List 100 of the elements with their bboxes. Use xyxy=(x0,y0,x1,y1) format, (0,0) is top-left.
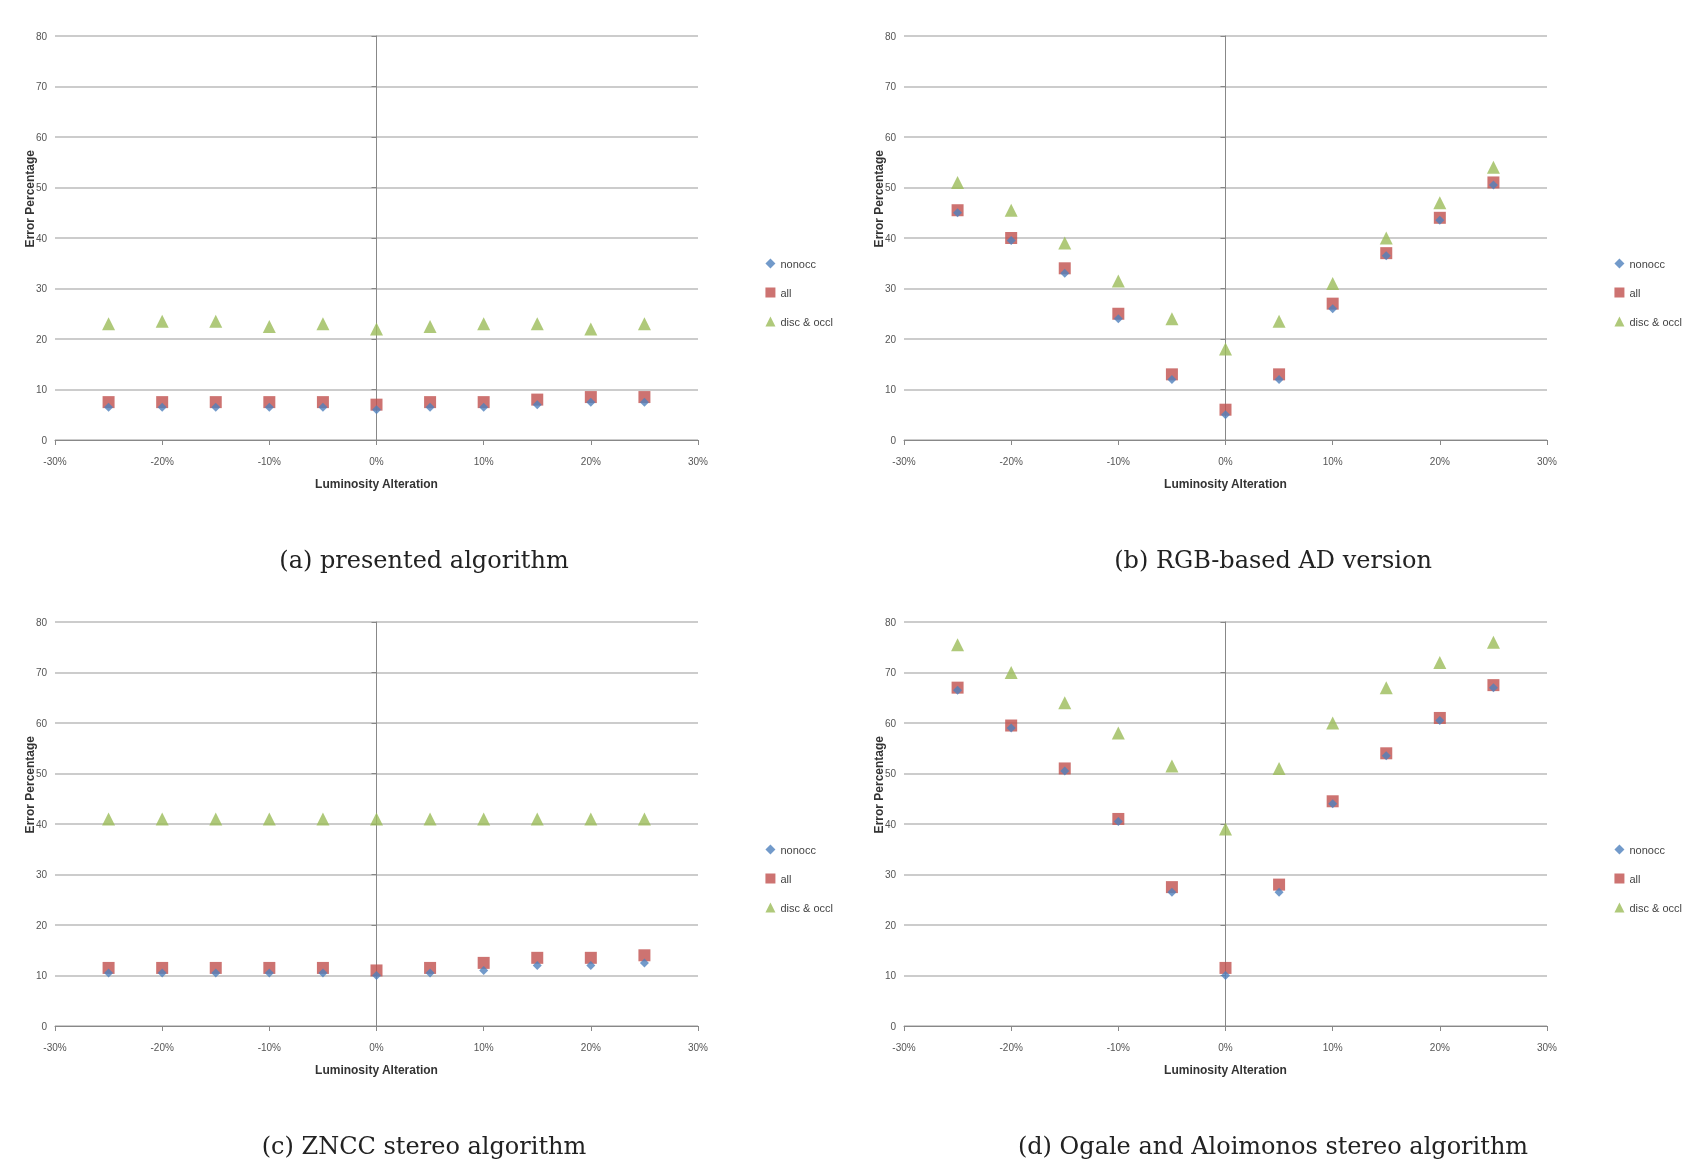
legend-label: disc & occl xyxy=(1629,315,1683,328)
y-tick-label: 30 xyxy=(884,283,897,294)
point xyxy=(262,319,276,333)
point xyxy=(372,971,381,980)
y-tick-label: 30 xyxy=(884,869,897,880)
point xyxy=(1488,683,1498,693)
text: (c) ZNCC stereo algorithm xyxy=(261,1132,587,1160)
legend-label: nonocc xyxy=(1629,843,1666,856)
y-tick-label: 20 xyxy=(35,333,48,345)
legend-label: disc & occl xyxy=(1629,901,1683,914)
x-tick-label: -10% xyxy=(257,1041,282,1053)
point xyxy=(1058,236,1072,250)
point xyxy=(102,317,116,331)
x-tick-label: -20% xyxy=(150,1041,174,1053)
point xyxy=(953,685,963,695)
y-tick-label: 50 xyxy=(35,182,48,193)
y-tick-label: 30 xyxy=(35,869,48,880)
point xyxy=(953,208,963,218)
point xyxy=(155,812,169,826)
y-tick-label: 70 xyxy=(884,667,897,678)
point xyxy=(584,812,598,826)
x-tick-label: 30% xyxy=(1536,1041,1558,1053)
point xyxy=(1165,759,1179,773)
point xyxy=(1006,236,1016,246)
point xyxy=(1006,723,1016,733)
y-tick-label: 80 xyxy=(884,30,897,42)
legend-label: disc & occl xyxy=(780,315,834,328)
y-tick-label: 80 xyxy=(35,30,48,42)
y-tick-label: 20 xyxy=(884,333,897,345)
point xyxy=(1221,971,1230,980)
point xyxy=(425,968,435,978)
point xyxy=(951,638,965,652)
y-tick-label: 50 xyxy=(35,768,48,779)
y-axis-title: Error Percentage xyxy=(872,149,886,248)
point xyxy=(530,317,544,331)
x-tick-label: -10% xyxy=(1106,455,1131,467)
x-tick-label: 10% xyxy=(1322,1041,1343,1053)
point xyxy=(637,812,651,826)
x-axis-title: Luminosity Alteration xyxy=(315,1063,438,1077)
point xyxy=(1486,160,1500,174)
x-tick-label: 20% xyxy=(580,455,601,467)
y-tick-label: 30 xyxy=(35,283,48,294)
x-axis-title: Luminosity Alteration xyxy=(1164,477,1287,491)
point xyxy=(1004,203,1018,217)
y-tick-label: 20 xyxy=(35,919,48,931)
point xyxy=(1274,887,1284,897)
point xyxy=(102,812,116,826)
point xyxy=(157,402,167,412)
point xyxy=(104,402,114,412)
point xyxy=(157,968,167,978)
legend-label: all xyxy=(1629,872,1641,885)
point xyxy=(586,960,596,970)
point xyxy=(264,402,274,412)
point xyxy=(639,397,649,407)
y-tick-label: 70 xyxy=(35,81,48,92)
y-tick-label: 50 xyxy=(884,768,897,779)
point xyxy=(1219,822,1232,836)
point xyxy=(477,317,491,331)
y-tick-label: 40 xyxy=(884,232,897,244)
y-tick-label: 40 xyxy=(884,818,897,830)
x-tick-label: 20% xyxy=(1429,455,1450,467)
y-tick-label: 10 xyxy=(884,384,897,395)
legend-label: nonocc xyxy=(780,257,817,270)
y-tick-label: 10 xyxy=(35,384,48,395)
point xyxy=(479,965,489,975)
x-tick-label: 30% xyxy=(1536,455,1558,467)
point xyxy=(1381,251,1391,261)
point xyxy=(1486,635,1500,649)
y-tick-label: 0 xyxy=(890,1020,897,1032)
x-tick-label: 0% xyxy=(1218,1041,1233,1053)
point xyxy=(638,949,651,962)
point xyxy=(262,812,276,826)
x-tick-label: 30% xyxy=(687,455,709,467)
y-tick-label: 10 xyxy=(35,970,48,981)
x-axis-title: Luminosity Alteration xyxy=(315,477,438,491)
x-tick-label: 10% xyxy=(473,1041,494,1053)
point xyxy=(318,968,328,978)
point xyxy=(264,968,274,978)
legend-label: nonocc xyxy=(780,843,817,856)
point xyxy=(1381,751,1391,761)
y-tick-label: 0 xyxy=(890,434,897,446)
x-tick-label: 30% xyxy=(687,1041,709,1053)
y-tick-label: 70 xyxy=(35,667,48,678)
point xyxy=(1219,961,1232,974)
point xyxy=(370,322,383,336)
point xyxy=(1326,276,1340,290)
x-tick-label: 0% xyxy=(369,455,384,467)
point xyxy=(1272,314,1286,328)
point xyxy=(1167,374,1177,384)
x-tick-label: 20% xyxy=(1429,1041,1450,1053)
point xyxy=(423,812,437,826)
point xyxy=(1167,887,1177,897)
point xyxy=(209,812,223,826)
x-tick-label: 10% xyxy=(1322,455,1343,467)
point xyxy=(1328,304,1338,314)
point xyxy=(1165,312,1179,326)
point xyxy=(1433,655,1447,669)
point xyxy=(1060,268,1070,278)
point xyxy=(532,400,542,410)
point xyxy=(1379,681,1393,695)
